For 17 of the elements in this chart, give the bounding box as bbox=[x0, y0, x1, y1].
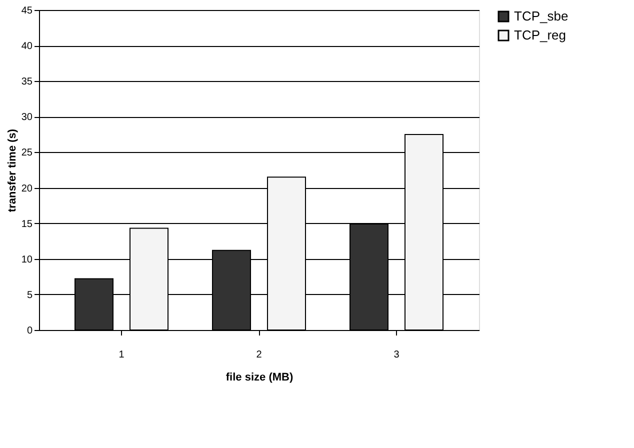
y-tick-label: 20 bbox=[21, 183, 33, 194]
y-tick-label: 15 bbox=[21, 218, 33, 230]
y-tick-label: 45 bbox=[21, 6, 33, 16]
y-tick-label: 40 bbox=[21, 41, 33, 52]
x-axis-title: file size (MB) bbox=[226, 372, 294, 384]
x-tick-label: 3 bbox=[394, 350, 400, 360]
y-tick-label: 5 bbox=[26, 290, 33, 301]
y-tick-label: 10 bbox=[21, 254, 33, 266]
y-tick-label: 30 bbox=[21, 112, 33, 124]
y-axis-title: transfer time (s) bbox=[6, 128, 18, 212]
x-tick-label: 1 bbox=[118, 350, 125, 360]
y-tick-label: 25 bbox=[21, 148, 33, 159]
y-tick-label: 0 bbox=[26, 326, 33, 336]
x-tick-label: 2 bbox=[256, 350, 262, 360]
y-tick-label: 35 bbox=[21, 76, 33, 88]
legend-label: TCP_reg bbox=[514, 28, 566, 42]
legend-label: TCP_sbe bbox=[514, 8, 568, 24]
